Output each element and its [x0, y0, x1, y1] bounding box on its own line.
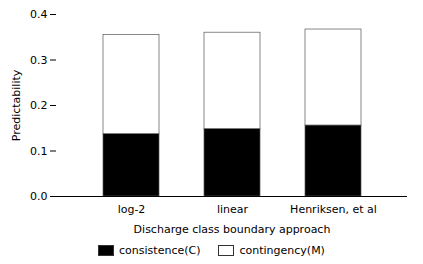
html-text:consistence(C): consistence(C) [119, 243, 201, 257]
svg-text:0.1: 0.1 [30, 145, 48, 158]
svg-text:Predictability: Predictability [10, 69, 23, 141]
html-text:contingency(M): contingency(M) [239, 243, 325, 257]
svg-text:log-2: log-2 [118, 203, 146, 216]
svg-text:0.0: 0.0 [30, 190, 48, 203]
svg-text:0.4: 0.4 [30, 8, 48, 21]
svg-text:Discharge class boundary appro: Discharge class boundary approach [134, 223, 331, 236]
svg-text:0.3: 0.3 [30, 54, 48, 67]
svg-text:Henriksen, et al: Henriksen, et al [290, 203, 377, 216]
svg-text:0.2: 0.2 [30, 99, 48, 112]
svg-text:linear: linear [217, 203, 249, 216]
